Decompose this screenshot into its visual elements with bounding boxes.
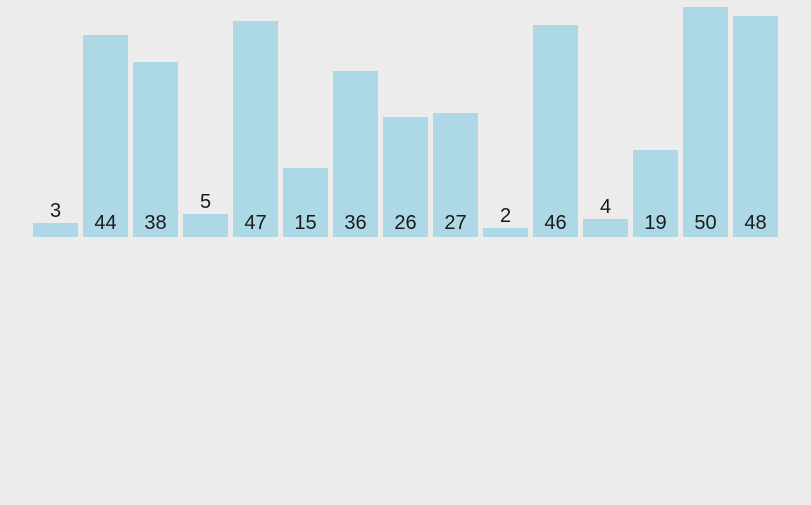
bar-value-label: 44 bbox=[94, 212, 117, 234]
bar: 50 bbox=[683, 0, 728, 237]
bar: 48 bbox=[733, 0, 778, 237]
bar: 46 bbox=[533, 0, 578, 237]
bar: 47 bbox=[233, 0, 278, 237]
bar-value-label: 4 bbox=[599, 196, 612, 218]
bar-value-label: 48 bbox=[744, 212, 767, 234]
bar-value-label: 26 bbox=[394, 212, 417, 234]
bar-rect bbox=[633, 150, 678, 237]
bar-value-label: 38 bbox=[144, 212, 167, 234]
bar-value-label: 15 bbox=[294, 212, 317, 234]
bar-rect bbox=[583, 219, 628, 237]
bar-rect bbox=[333, 71, 378, 237]
bar-value-label: 50 bbox=[694, 212, 717, 234]
bar-value-label: 3 bbox=[49, 200, 62, 222]
bar-value-label: 19 bbox=[644, 212, 667, 234]
bar: 2 bbox=[483, 0, 528, 237]
bar: 19 bbox=[633, 0, 678, 237]
bar-value-label: 36 bbox=[344, 212, 367, 234]
bar-rect bbox=[183, 214, 228, 237]
bar-rect bbox=[33, 223, 78, 237]
bar-rect bbox=[233, 21, 278, 237]
bar-rect bbox=[383, 117, 428, 237]
bar: 5 bbox=[183, 0, 228, 237]
bar: 3 bbox=[33, 0, 78, 237]
bar-rect bbox=[533, 25, 578, 237]
bar: 38 bbox=[133, 0, 178, 237]
bar-value-label: 46 bbox=[544, 212, 567, 234]
bar-value-label: 27 bbox=[444, 212, 467, 234]
bar-rect bbox=[133, 62, 178, 237]
bar: 26 bbox=[383, 0, 428, 237]
bar: 27 bbox=[433, 0, 478, 237]
bar: 15 bbox=[283, 0, 328, 237]
bar-value-label: 2 bbox=[499, 205, 512, 227]
bar-value-label: 5 bbox=[199, 191, 212, 213]
bar-rect bbox=[483, 228, 528, 237]
bar-rect bbox=[683, 7, 728, 237]
bar-rect bbox=[733, 16, 778, 237]
bar-rect bbox=[283, 168, 328, 237]
bar-rect bbox=[433, 113, 478, 237]
bar: 36 bbox=[333, 0, 378, 237]
bar: 44 bbox=[83, 0, 128, 237]
bar-rect bbox=[83, 35, 128, 237]
bar: 4 bbox=[583, 0, 628, 237]
bar-value-label: 47 bbox=[244, 212, 267, 234]
